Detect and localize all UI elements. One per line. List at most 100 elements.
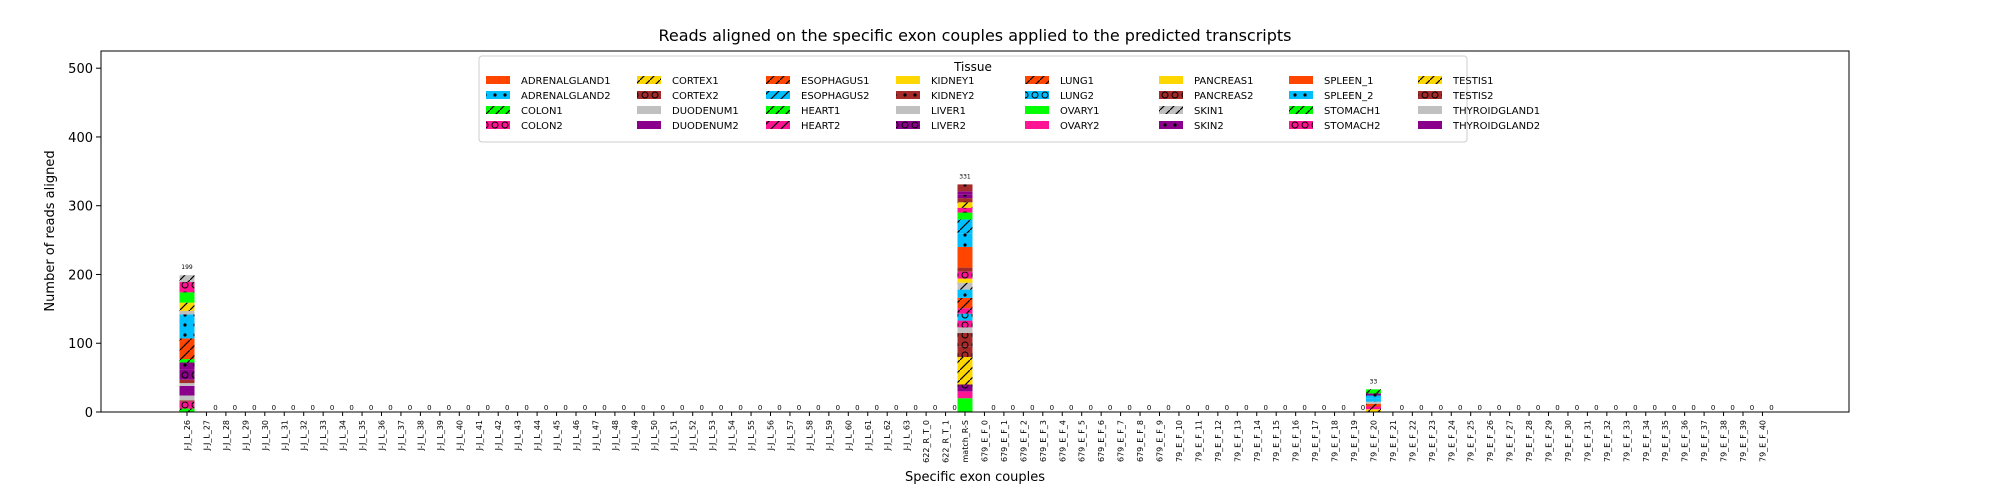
x-tick-label: J-J_L_45 [553, 420, 562, 451]
bar-total-label: 0 [1536, 404, 1540, 412]
x-tick-label: 79_E_F_33 [1622, 420, 1631, 462]
bar-total-label: 0 [1264, 404, 1268, 412]
bar-total-label: 0 [1341, 404, 1345, 412]
x-tick-label: J-J_L_58 [805, 420, 814, 451]
bar-segment [957, 320, 973, 328]
bar-segment [179, 408, 195, 412]
x-tick-label: 679_E_F_8 [1136, 420, 1145, 462]
bar-segment [957, 191, 973, 195]
legend-swatch [1025, 106, 1049, 114]
legend-entry: THYROIDGLAND1 [1418, 106, 1540, 117]
bar-segment [957, 308, 973, 314]
bar-segment [957, 356, 973, 385]
bar-total-label: 0 [252, 404, 256, 412]
legend-swatch [1025, 76, 1049, 84]
bar-total-label: 0 [388, 404, 392, 412]
x-tick-label: J-J_L_53 [708, 420, 717, 451]
bar-total-label: 0 [544, 404, 548, 412]
x-tick-label: 79_E_F_22 [1408, 420, 1417, 462]
bar-segment [957, 212, 973, 220]
legend-entry: STOMACH2 [1289, 121, 1380, 132]
legend-swatch [896, 121, 920, 129]
legend-swatch [766, 106, 790, 114]
legend-swatch [486, 121, 510, 129]
bar-segment [179, 401, 195, 409]
legend-label: COLON1 [521, 106, 563, 117]
legend-entry: SPLEEN_1 [1289, 76, 1373, 87]
bar-total-label: 0 [1458, 404, 1462, 412]
bar-total-label: 0 [524, 404, 528, 412]
bar-segment [957, 398, 973, 412]
legend-label: KIDNEY2 [931, 91, 974, 102]
legend-label: CORTEX2 [672, 91, 719, 102]
bar-total-label: 0 [836, 404, 840, 412]
plot-frame [100, 50, 1850, 413]
x-tick-label: 679_E_F_1 [1000, 420, 1009, 462]
x-tick-label: J-J_L_54 [728, 420, 737, 451]
bar-total-label: 0 [1205, 404, 1209, 412]
bar-segment [1365, 403, 1381, 407]
y-tick-label: 100 [68, 337, 93, 352]
legend-swatch [1159, 76, 1183, 84]
legend-entry: OVARY1 [1025, 106, 1100, 117]
x-tick-label: J-J_L_32 [300, 420, 309, 451]
legend-entry: OVARY2 [1025, 121, 1100, 132]
legend-swatch [766, 76, 790, 84]
bar-segment [179, 359, 195, 363]
bar-total-label: 0 [1672, 404, 1676, 412]
bar-total-label: 0 [1516, 404, 1520, 412]
bar-segment [179, 362, 195, 370]
legend-swatch [1159, 91, 1183, 99]
bar-total-label: 0 [310, 404, 314, 412]
bar-total-label: 0 [699, 404, 703, 412]
bar-total-label: 0 [1711, 404, 1715, 412]
x-tick-label: 79_E_F_16 [1292, 420, 1301, 462]
x-tick-label: 79_E_F_32 [1603, 420, 1612, 462]
x-tick-label: 679_E_F_6 [1097, 420, 1106, 462]
bar-total-label: 0 [680, 404, 684, 412]
bar-total-label: 33 [1370, 378, 1378, 385]
legend: Tissue ADRENALGLAND1 ADRENALGLAND2 COLON1 C… [478, 55, 1540, 143]
bar-total-label: 0 [233, 404, 237, 412]
bar-segment [179, 338, 195, 360]
x-tick-label: 622_R_T_0 [922, 420, 931, 463]
bar-total-label: 0 [641, 404, 645, 412]
bar-total-label: 0 [1594, 404, 1598, 412]
bar-total-label: 0 [505, 404, 509, 412]
bar-total-label: 0 [427, 404, 431, 412]
bar-total-label: 0 [1497, 404, 1501, 412]
x-tick-label: J-J_L_51 [669, 420, 678, 451]
bar-segment [957, 346, 973, 357]
legend-swatch [637, 76, 661, 84]
bar-total-label: 0 [1633, 404, 1637, 412]
x-tick-label: 79_E_F_34 [1642, 420, 1651, 462]
x-tick-label: 79_E_F_40 [1758, 420, 1767, 462]
bar-total-label: 0 [291, 404, 295, 412]
x-tick-label: 79_E_F_13 [1233, 420, 1242, 462]
legend-entry: LUNG2 [1025, 91, 1094, 102]
x-tick-label: 79_E_F_27 [1506, 420, 1515, 462]
bar-total-label: 0 [583, 404, 587, 412]
bar-segment [179, 275, 195, 283]
x-tick-label: J-J_L_29 [241, 420, 250, 451]
x-tick-label: J-J_L_49 [630, 420, 639, 451]
legend-swatch [637, 121, 661, 129]
legend-label: SKIN2 [1194, 121, 1224, 132]
bar-total-label: 0 [894, 404, 898, 412]
legend-swatch [486, 91, 510, 99]
x-tick-label: 79_E_F_19 [1350, 420, 1359, 462]
bar-total-label: 0 [1769, 404, 1773, 412]
bar-total-label: 0 [447, 404, 451, 412]
legend-swatch [637, 106, 661, 114]
bar-total-label: 0 [466, 404, 470, 412]
x-tick-label: J-J_L_57 [786, 420, 795, 451]
legend-swatch [1289, 121, 1313, 129]
bar-total-label: 0 [622, 404, 626, 412]
x-tick-label: J-J_L_44 [533, 420, 542, 451]
bar-total-label: 0 [1147, 404, 1151, 412]
x-tick-label: J-J_L_26 [183, 420, 192, 451]
legend-entry: TESTIS2 [1418, 91, 1494, 102]
bar-total-label: 0 [875, 404, 879, 412]
bar-total-label: 0 [1186, 404, 1190, 412]
bar-total-label: 0 [1439, 404, 1443, 412]
